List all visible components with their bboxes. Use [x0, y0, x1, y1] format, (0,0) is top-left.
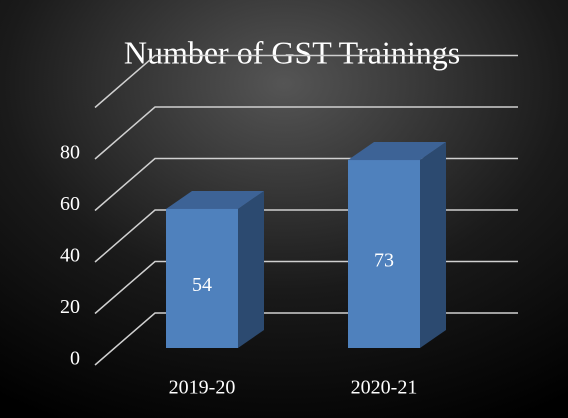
bar: [348, 160, 420, 348]
grid-line: [94, 106, 518, 160]
bar-top: [166, 190, 264, 209]
y-tick-label: 80: [60, 142, 80, 164]
y-tick-label: 0: [70, 348, 80, 370]
x-tick-label: 2019-20: [169, 377, 236, 399]
y-tick-label: 40: [60, 245, 80, 267]
y-tick-label: 20: [60, 296, 80, 318]
bar-top: [348, 142, 446, 161]
chart-title: Number of GST Trainings: [124, 34, 460, 70]
x-tick-label: 2020-21: [351, 377, 418, 399]
grid-line: [94, 54, 518, 109]
bar: [166, 208, 238, 348]
data-label: 73: [374, 250, 394, 272]
y-tick-label: 60: [60, 193, 80, 215]
bar-side: [238, 190, 264, 348]
data-label: 54: [192, 274, 212, 296]
bar-side: [420, 142, 446, 348]
